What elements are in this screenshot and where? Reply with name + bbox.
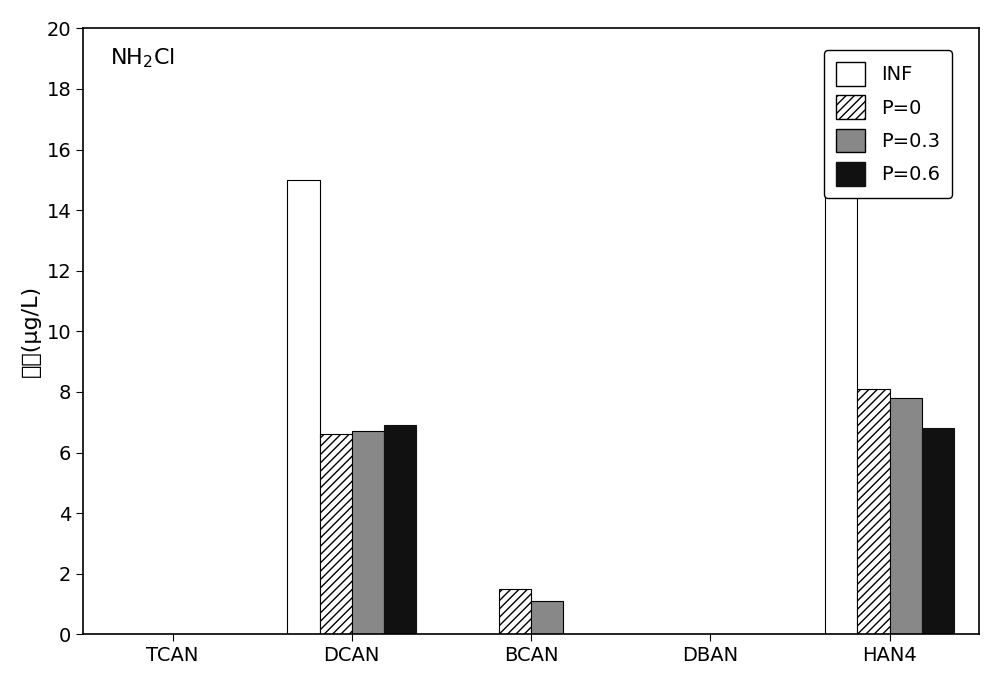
Bar: [499, 589, 531, 635]
Y-axis label: 浓度(μg/L): 浓度(μg/L): [21, 285, 41, 377]
Bar: [384, 425, 416, 635]
Bar: [352, 431, 384, 635]
Text: NH$_2$Cl: NH$_2$Cl: [110, 47, 175, 70]
Bar: [890, 398, 922, 635]
Bar: [857, 389, 890, 635]
Bar: [922, 428, 954, 635]
Bar: [825, 180, 857, 635]
Bar: [287, 180, 320, 635]
Legend: INF, P=0, P=0.3, P=0.6: INF, P=0, P=0.3, P=0.6: [824, 50, 952, 198]
Bar: [320, 434, 352, 635]
Bar: [531, 601, 563, 635]
